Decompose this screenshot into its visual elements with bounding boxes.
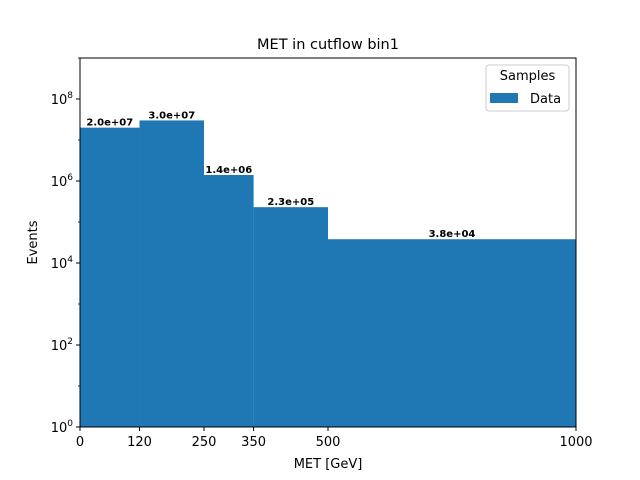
y-tick-label: 100 xyxy=(51,419,74,436)
bar-value-label: 1.4e+06 xyxy=(205,165,252,176)
histogram-bar xyxy=(139,120,204,428)
legend: Samples Data xyxy=(485,64,570,112)
bar-labels-layer: 2.0e+07 3.0e+07 1.4e+06 2.3e+05 3.8e+04 xyxy=(86,110,475,240)
histogram-bar xyxy=(80,127,140,427)
bar-value-label: 2.0e+07 xyxy=(86,118,133,129)
y-tick-label: 108 xyxy=(51,91,74,108)
bars-layer xyxy=(80,120,576,428)
x-tick-label: 250 xyxy=(192,435,217,450)
x-axis: 0 120 250 350 500 1000 xyxy=(76,427,593,450)
x-tick-label: 120 xyxy=(127,435,152,450)
x-tick-label: 350 xyxy=(241,435,266,450)
bar-value-label: 2.3e+05 xyxy=(267,197,314,208)
histogram-bar xyxy=(328,239,576,427)
legend-entry-label: Data xyxy=(530,92,561,107)
bar-value-label: 3.8e+04 xyxy=(429,229,476,240)
y-tick-label: 106 xyxy=(51,173,74,190)
y-tick-label: 102 xyxy=(51,337,73,354)
x-tick-label: 500 xyxy=(316,435,341,450)
y-tick-label: 104 xyxy=(51,255,74,272)
x-axis-label: MET [GeV] xyxy=(294,457,363,472)
y-axis: 100 102 104 106 108 xyxy=(51,57,80,436)
bar-value-label: 3.0e+07 xyxy=(148,110,195,121)
legend-swatch xyxy=(490,93,518,103)
chart-title: MET in cutflow bin1 xyxy=(257,37,399,53)
x-tick-label: 0 xyxy=(76,435,84,450)
legend-title: Samples xyxy=(500,69,556,84)
histogram-bar xyxy=(204,175,254,427)
y-axis-label: Events xyxy=(26,220,41,264)
x-tick-label: 1000 xyxy=(559,435,592,450)
histogram-bar xyxy=(253,207,328,427)
